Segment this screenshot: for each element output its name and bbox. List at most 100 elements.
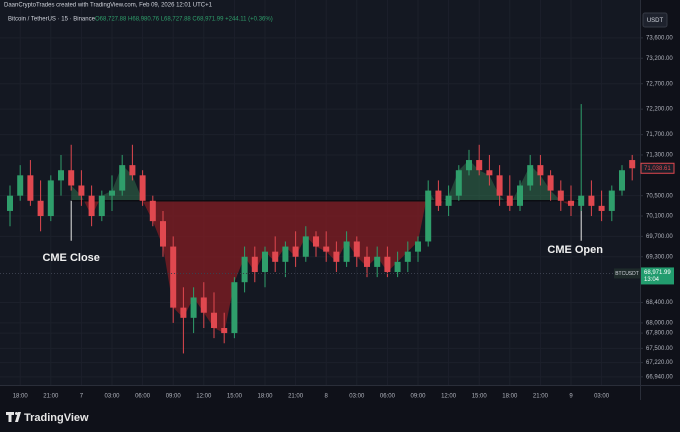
- candle-body: [98, 195, 105, 217]
- candle-body: [139, 175, 146, 201]
- candle-body: [292, 246, 299, 257]
- candle-body: [619, 170, 625, 191]
- candle-body: [415, 241, 421, 252]
- y-tick-label: 72,700.00: [646, 81, 673, 87]
- candle-body: [221, 327, 228, 334]
- y-tick-label: 73,600.00: [646, 35, 673, 41]
- candle-body: [68, 170, 75, 186]
- candle-body: [547, 175, 554, 191]
- x-tick-label: 12:00: [196, 394, 212, 400]
- candle-body: [119, 165, 126, 191]
- countdown: 13:04: [644, 277, 660, 283]
- gap-fill-below: [83, 200, 577, 334]
- x-tick-label: 15:00: [227, 394, 243, 400]
- y-tick-label: 68,000.00: [646, 320, 673, 326]
- candle-body: [394, 261, 401, 273]
- x-tick-label: 12:00: [441, 394, 457, 400]
- candle-body: [47, 180, 54, 217]
- candle-body: [251, 256, 258, 273]
- candle-body: [109, 190, 115, 196]
- candle-body: [302, 236, 309, 257]
- candle-body: [384, 256, 391, 273]
- candle-body: [78, 185, 85, 196]
- candle-body: [557, 190, 564, 201]
- candle-body: [333, 251, 340, 262]
- x-tick-label: 21:00: [43, 394, 59, 400]
- candle-body: [476, 160, 483, 171]
- candle-body: [129, 165, 136, 176]
- x-tick-label: 03:00: [349, 394, 365, 400]
- symbol-tag-box: [614, 268, 640, 279]
- candle-body: [629, 160, 636, 169]
- candle-body: [262, 251, 268, 273]
- y-tick-label: 66,940.00: [646, 374, 673, 380]
- candle-body: [241, 256, 248, 283]
- y-tick-label: 69,300.00: [646, 254, 673, 260]
- x-tick-label: 06:00: [380, 394, 396, 400]
- candle-body: [455, 170, 462, 196]
- candle-body: [568, 200, 574, 206]
- candle-body: [598, 205, 605, 211]
- candle-body: [343, 241, 350, 262]
- candle-body: [527, 165, 534, 186]
- candle-body: [160, 221, 166, 247]
- last-tag: 71,038.61: [644, 166, 671, 172]
- candle-body: [272, 251, 279, 262]
- candle-body: [404, 251, 411, 262]
- credit: DaanCryptoTrades created with TradingVie…: [4, 3, 213, 9]
- candle-body: [425, 190, 432, 242]
- candle-body: [7, 195, 13, 211]
- candle-body: [58, 170, 64, 181]
- candle-body: [231, 282, 238, 334]
- x-tick-label: 18:00: [257, 394, 273, 400]
- footer-logo: [6, 412, 21, 422]
- x-tick-label: 8: [325, 394, 329, 400]
- candle-body: [496, 175, 503, 196]
- candle-body: [313, 236, 319, 247]
- candle-body: [200, 297, 207, 313]
- candle-body: [149, 200, 156, 222]
- y-tick-label: 71,300.00: [646, 153, 673, 159]
- y-tick-label: 71,700.00: [646, 132, 673, 138]
- candle-body: [486, 170, 493, 176]
- candle-body: [608, 190, 615, 211]
- candle-body: [506, 195, 513, 206]
- currency-box[interactable]: [642, 12, 668, 28]
- x-tick-label: 7: [80, 394, 84, 400]
- price-tag: 68,971.99: [644, 270, 671, 276]
- price-tag-box: [641, 267, 674, 285]
- x-tick-label: 9: [569, 394, 573, 400]
- candle-body: [537, 165, 544, 176]
- y-tick-label: 73,200.00: [646, 56, 673, 62]
- x-tick-label: 06:00: [135, 394, 151, 400]
- candle-body: [445, 195, 452, 206]
- currency[interactable]: USDT: [647, 18, 664, 24]
- last-tag-box: [640, 162, 675, 174]
- candle-body: [170, 246, 177, 308]
- candle-body: [353, 241, 360, 257]
- candle-body: [27, 175, 34, 201]
- y-tick-label: 70,100.00: [646, 214, 673, 220]
- x-tick-label: 15:00: [472, 394, 488, 400]
- candle-body: [588, 195, 595, 206]
- candle-body: [517, 185, 523, 206]
- annotation: CME Open: [547, 244, 603, 256]
- x-tick-label: 09:00: [410, 394, 426, 400]
- x-tick-label: 03:00: [594, 394, 610, 400]
- candle-body: [374, 256, 381, 267]
- y-tick-label: 67,220.00: [646, 360, 673, 366]
- symbol-title: Bitcoin / TetherUS · 15 · Binance: [8, 17, 96, 23]
- x-tick-label: 03:00: [104, 394, 120, 400]
- ohlc-header: O68,727.88 H68,980.76 L68,727.88 C68,971…: [95, 17, 273, 23]
- candle-body: [17, 175, 24, 196]
- x-tick-label: 21:00: [533, 394, 549, 400]
- gap-fill-above: [71, 160, 582, 201]
- x-tick-label: 18:00: [13, 394, 29, 400]
- candle-body: [364, 256, 370, 267]
- x-tick-label: 21:00: [288, 394, 304, 400]
- y-tick-label: 70,500.00: [646, 193, 673, 199]
- candle-body: [466, 160, 472, 171]
- y-tick-label: 67,500.00: [646, 346, 673, 352]
- footer-brand: TradingView: [24, 412, 89, 424]
